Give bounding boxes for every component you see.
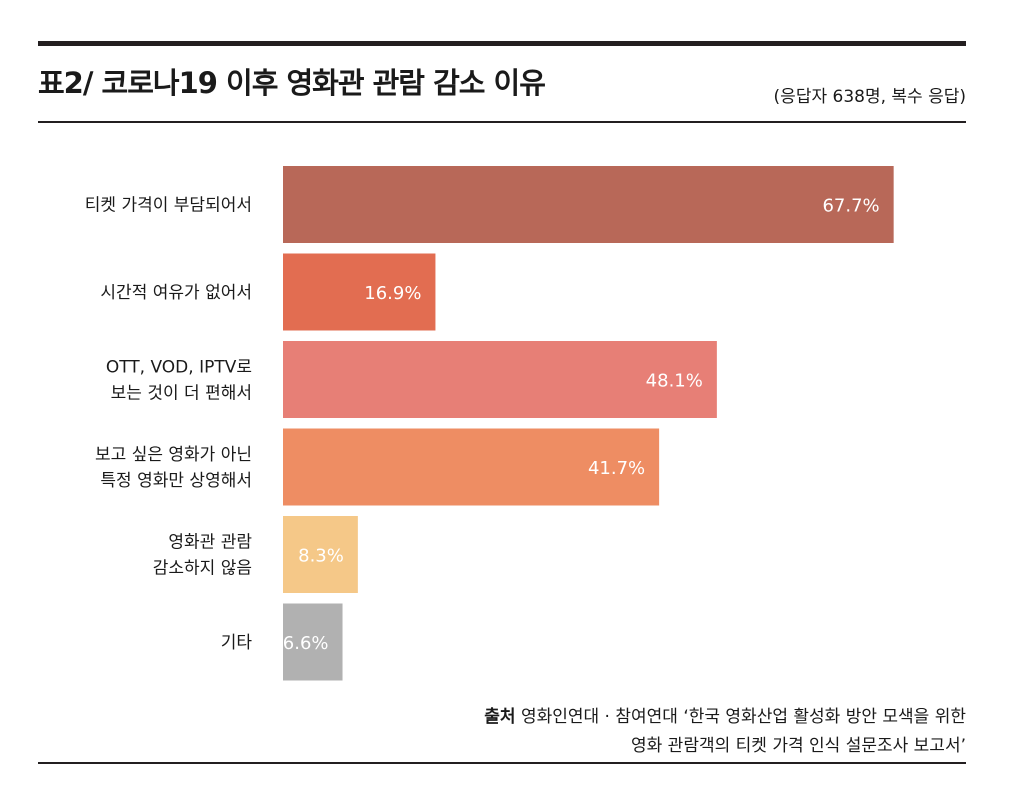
chart-title: 표2/ 코로나19 이후 영화관 관람 감소 이유	[38, 66, 546, 100]
bar-1	[283, 253, 436, 331]
bar-4	[283, 516, 358, 593]
category-label-0-0: 티켓 가격이 부담되어서	[85, 196, 252, 216]
category-label-2-0: OTT, VOD, IPTV로	[106, 358, 252, 378]
category-label-2-1: 보는 것이 더 편해서	[111, 384, 252, 404]
bar-2	[283, 341, 717, 418]
top-rule	[38, 41, 966, 46]
category-label-1-0: 시간적 여유가 없어서	[100, 283, 252, 303]
source-text-1: 영화인연대 · 참여연대 ‘한국 영화산업 활성화 방안 모색을 위한	[520, 707, 966, 727]
header-rule	[38, 121, 966, 123]
respondent-note: (응답자 638명, 복수 응답)	[773, 87, 966, 107]
value-label-2: 48.1%	[646, 371, 703, 392]
source-line-1: 출처 영화인연대 · 참여연대 ‘한국 영화산업 활성화 방안 모색을 위한	[326, 703, 966, 732]
category-label-4-0: 영화관 관람	[168, 533, 252, 553]
bottom-rule	[38, 762, 966, 764]
source-line-2: 영화 관람객의 티켓 가격 인식 설문조사 보고서’	[631, 736, 966, 756]
bar-5	[283, 603, 343, 681]
bar-3	[283, 428, 660, 506]
value-label-1: 16.9%	[364, 283, 421, 304]
category-label-5-0: 기타	[221, 633, 253, 653]
category-label-3-1: 특정 영화만 상영해서	[100, 471, 252, 491]
value-label-0: 67.7%	[822, 196, 879, 217]
bar-0	[283, 166, 894, 243]
category-label-3-0: 보고 싶은 영화가 아닌	[95, 445, 252, 465]
value-label-4: 8.3%	[298, 546, 344, 567]
value-label-5: 6.6%	[283, 633, 329, 654]
category-label-4-1: 감소하지 않음	[153, 559, 252, 579]
source-note: 출처 영화인연대 · 참여연대 ‘한국 영화산업 활성화 방안 모색을 위한 영…	[326, 703, 966, 761]
value-label-3: 41.7%	[588, 458, 645, 479]
source-label: 출처	[484, 707, 516, 727]
